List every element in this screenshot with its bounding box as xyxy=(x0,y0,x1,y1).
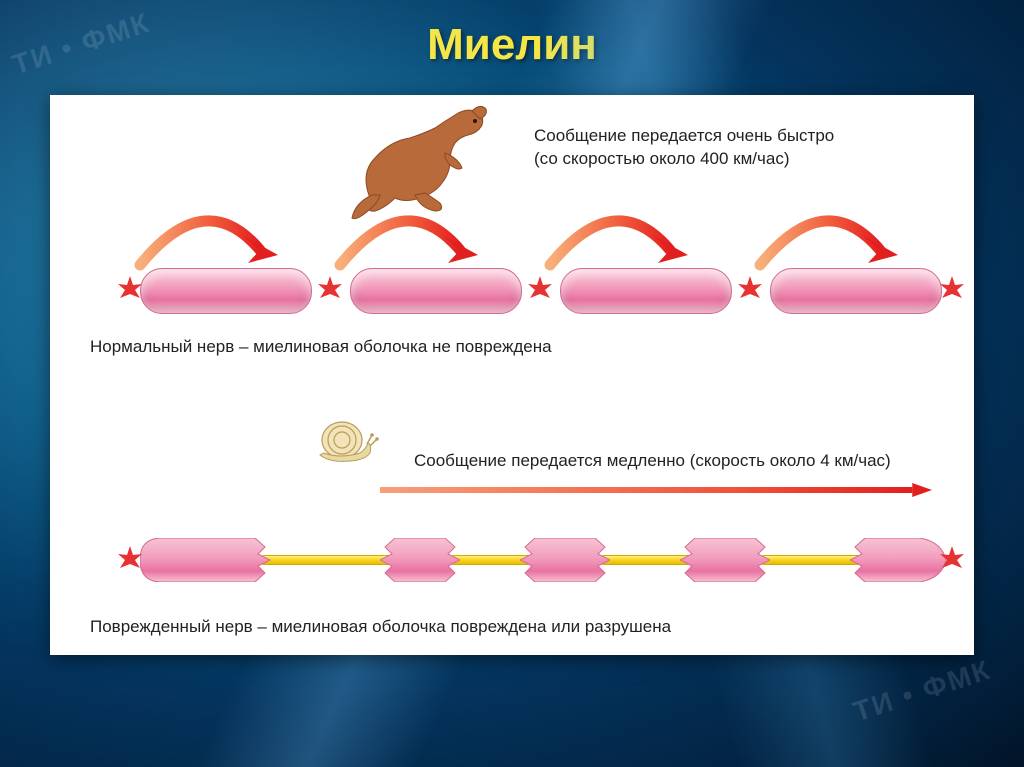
normal-nerve-caption: Нормальный нерв – миелиновая оболочка не… xyxy=(90,337,552,357)
exposed-axon xyxy=(260,555,392,565)
damaged-myelin-piece xyxy=(850,538,950,582)
myelin-segment xyxy=(770,268,942,314)
slow-description: Сообщение передается медленно (скорость … xyxy=(414,450,934,473)
fast-desc-line1: Сообщение передается очень быстро xyxy=(534,126,834,145)
ranvier-node-icon xyxy=(116,276,144,304)
damaged-myelin-piece xyxy=(680,538,770,582)
damaged-nerve-caption: Поврежденный нерв – миелиновая оболочка … xyxy=(90,617,671,637)
ranvier-node-icon xyxy=(938,546,966,574)
slide: ТИ • ФМК ТИ • ФМК Миелин xyxy=(0,0,1024,767)
myelin-segment xyxy=(350,268,522,314)
ranvier-node-icon xyxy=(736,276,764,304)
ranvier-node-icon xyxy=(526,276,554,304)
exposed-axon xyxy=(600,555,692,565)
fast-description: Сообщение передается очень быстро (со ск… xyxy=(534,125,934,171)
damaged-myelin-piece xyxy=(380,538,460,582)
row-normal-nerve: Сообщение передается очень быстро (со ск… xyxy=(50,95,974,375)
slow-arrow xyxy=(380,483,932,497)
damaged-myelin-piece xyxy=(140,538,275,582)
myelin-segment xyxy=(140,268,312,314)
ranvier-node-icon xyxy=(938,276,966,304)
row-damaged-nerve: Сообщение передается медленно (скорость … xyxy=(50,375,974,655)
diagram-panel: Сообщение передается очень быстро (со ск… xyxy=(50,95,974,655)
myelin-segment xyxy=(560,268,732,314)
snail-icon xyxy=(310,415,380,465)
slide-title: Миелин xyxy=(0,0,1024,70)
ranvier-node-icon xyxy=(116,546,144,574)
fast-desc-line2: (со скоростью около 400 км/час) xyxy=(534,149,790,168)
damaged-myelin-piece xyxy=(520,538,610,582)
ranvier-node-icon xyxy=(316,276,344,304)
exposed-axon xyxy=(760,555,862,565)
normal-nerve-track xyxy=(80,260,944,320)
damaged-nerve-track xyxy=(80,530,944,590)
watermark-bottom: ТИ • ФМК xyxy=(850,654,996,729)
